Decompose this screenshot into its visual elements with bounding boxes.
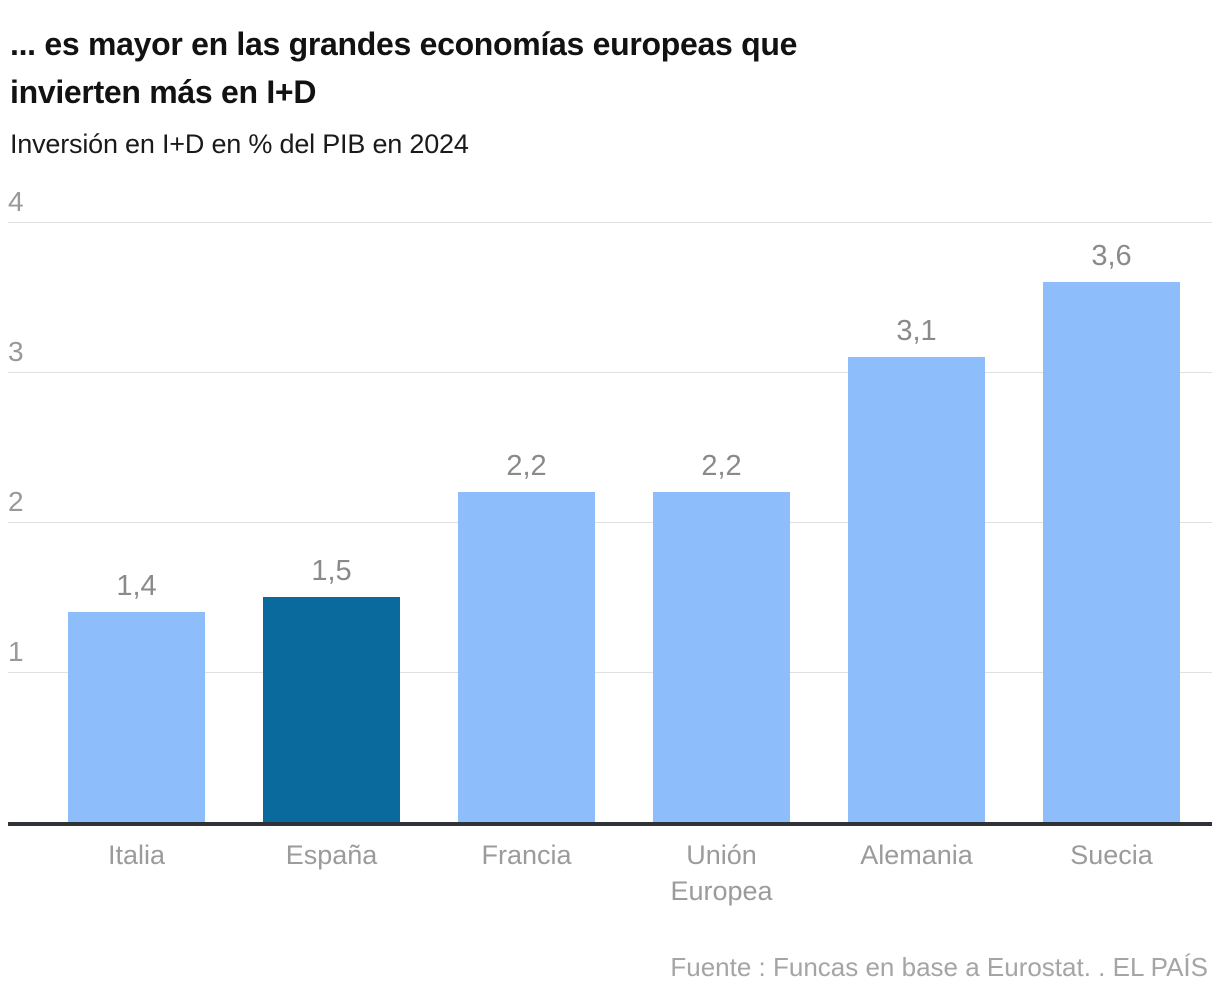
bar-Francia [458,492,595,822]
bar-value-label: 3,6 [1091,240,1132,272]
bar-column-Italia: 1,4 [68,570,205,822]
bar-value-label: 1,4 [116,570,157,602]
bar-Alemania [848,357,985,822]
chart-subtitle: Inversión en I+D en % del PIB en 2024 [10,129,469,159]
plot-area: 1 2 3 4 1,4 1,5 2,2 2,2 3,1 3,6 [8,186,1212,822]
x-axis-line [8,822,1212,826]
category-label-Unión Europea: Unión Europea [670,840,773,906]
bar-value-label: 1,5 [311,555,352,587]
bars-group: 1,4 1,5 2,2 2,2 3,1 3,6 [68,240,1180,822]
bar-España [263,597,400,822]
category-label-Alemania: Alemania [860,840,973,870]
y-tick-label-1: 1 [8,636,24,667]
gridline-2 [8,522,1212,523]
y-tick-label-3: 3 [8,336,24,367]
chart-header: ... es mayor en las grandes economías eu… [0,0,1220,160]
bar-column-Alemania: 3,1 [848,315,985,822]
bar-value-label: 2,2 [701,450,742,482]
gridline-3 [8,372,1212,373]
x-axis-labels: Italia España Francia Unión Europea Alemania… [68,826,1212,909]
bar-Italia [68,612,205,822]
bar-chart: 1 2 3 4 1,4 1,5 2,2 2,2 3,1 3,6 Italia España Franc… [8,186,1212,909]
bar-value-label: 3,1 [896,315,937,347]
source-credit: Fuente : Funcas en base a Eurostat. . EL… [670,952,1208,982]
chart-title: ... es mayor en las grandes economías eu… [10,20,1208,116]
gridline-1 [8,672,1212,673]
bar-column-Unión Europea: 2,2 [653,450,790,822]
bar-Suecia [1043,282,1180,822]
bar-Unión Europea [653,492,790,822]
chart-title-line1: ... es mayor en las grandes economías eu… [10,26,798,62]
bar-column-Francia: 2,2 [458,450,595,822]
y-tick-label-2: 2 [8,486,24,517]
chart-title-line2: invierten más en I+D [10,74,317,110]
bar-value-label: 2,2 [506,450,547,482]
y-tick-label-4: 4 [8,186,24,217]
gridline-4 [8,222,1212,223]
bar-column-España: 1,5 [263,555,400,822]
category-label-Italia: Italia [107,840,166,870]
category-label-España: España [285,840,378,870]
category-label-Francia: Francia [481,840,572,870]
category-label-Suecia: Suecia [1070,840,1153,870]
bar-column-Suecia: 3,6 [1043,240,1180,822]
